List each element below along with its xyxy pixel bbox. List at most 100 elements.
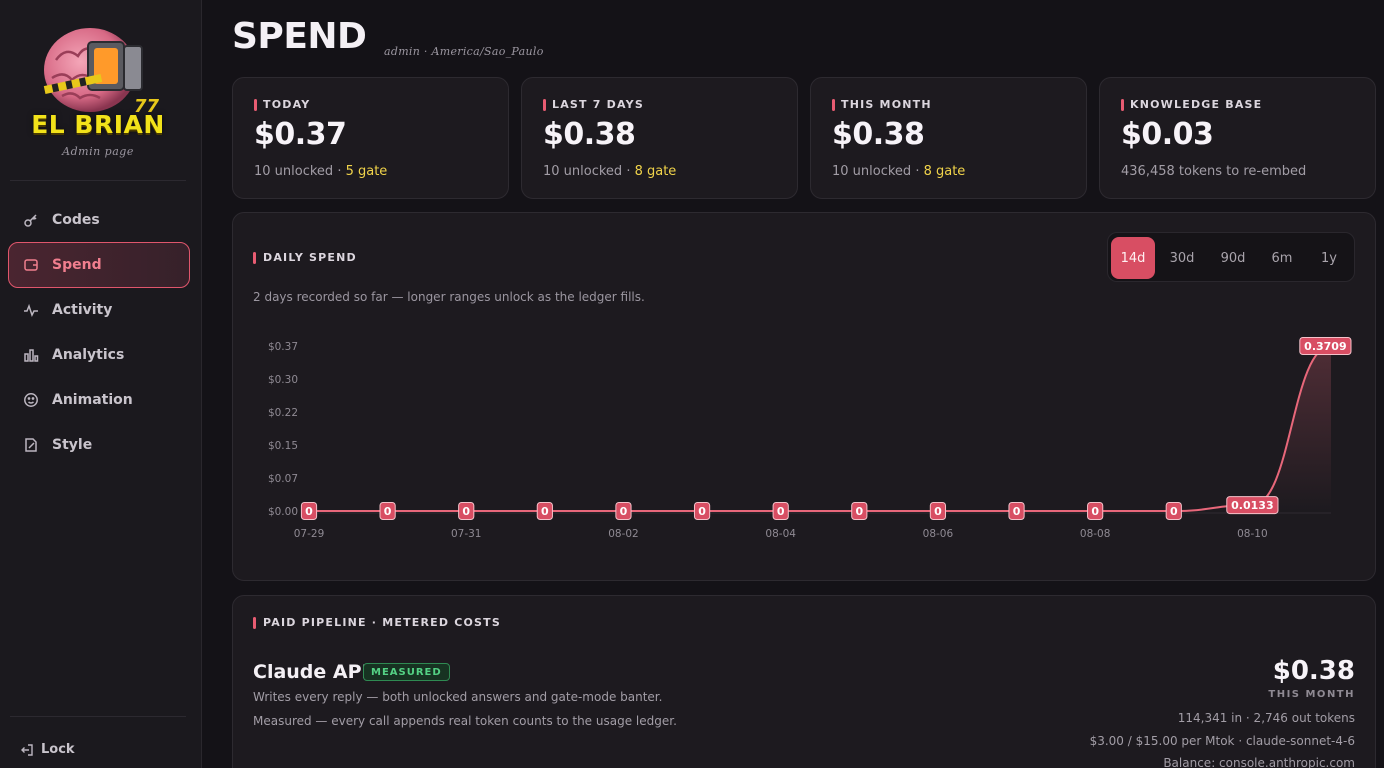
- data-point-marker: [300, 502, 318, 520]
- sidebar-item-label: Activity: [52, 302, 113, 318]
- pipeline-description: Writes every reply — both unlocked answe…: [253, 690, 663, 704]
- data-point-marker: [1008, 502, 1025, 520]
- data-label: 0: [384, 505, 392, 518]
- sidebar-item-style[interactable]: Style: [8, 422, 190, 468]
- stat-meta-text: 10 unlocked ·: [254, 164, 346, 179]
- stat-meta: 10 unlocked · 8 gate: [832, 164, 965, 179]
- key-icon: [23, 212, 39, 228]
- stat-card-this-month: THIS MONTH $0.38 10 unlocked · 8 gate: [810, 77, 1087, 199]
- y-tick-label: $0.22: [268, 407, 298, 419]
- bar-chart-icon: [23, 347, 39, 363]
- data-point-marker: [1226, 496, 1279, 515]
- measured-badge: MEASURED: [363, 663, 450, 681]
- y-tick-label: $0.00: [268, 506, 298, 518]
- data-point-marker: [772, 502, 789, 520]
- range-button-90d[interactable]: 90d: [1220, 250, 1246, 266]
- pipeline-pricing: $3.00 / $15.00 per Mtok · claude-sonnet-…: [1089, 734, 1355, 748]
- sidebar-item-codes[interactable]: Codes: [8, 197, 190, 243]
- brand-subtitle: Admin page: [62, 145, 134, 158]
- stat-value: $0.38: [543, 117, 636, 152]
- data-point-marker: [536, 502, 553, 520]
- pipeline-name: Claude API: [253, 661, 369, 683]
- sidebar-item-label: Style: [52, 437, 93, 453]
- data-label: 0: [855, 505, 863, 518]
- data-point-marker: [851, 502, 868, 520]
- brand-logo[interactable]: 77 EL BRIAN Admin page: [0, 14, 196, 164]
- data-label: 0: [1013, 505, 1021, 518]
- pipeline-period: THIS MONTH: [1268, 689, 1355, 700]
- stat-value: $0.38: [832, 117, 925, 152]
- gate-count: 8 gate: [634, 164, 677, 179]
- data-label: 0: [620, 505, 628, 518]
- range-button-6m[interactable]: 6m: [1271, 250, 1293, 266]
- data-point-marker: [615, 502, 632, 520]
- sidebar-item-animation[interactable]: Animation: [8, 377, 190, 423]
- data-label: 0: [777, 505, 785, 518]
- data-label: 0: [305, 505, 313, 518]
- data-label: 0.3709: [1304, 340, 1346, 353]
- x-tick-label: 07-29: [294, 528, 325, 540]
- brush-icon: [23, 437, 39, 453]
- series-line: [308, 345, 1332, 512]
- stat-label: TODAY: [254, 98, 310, 111]
- pipeline-amount: $0.38: [1272, 656, 1355, 686]
- stat-value: $0.37: [254, 117, 347, 152]
- sidebar-item-analytics[interactable]: Analytics: [8, 332, 190, 378]
- stat-meta: 10 unlocked · 8 gate: [543, 164, 676, 179]
- data-label: 0: [462, 505, 470, 518]
- sidebar-item-activity[interactable]: Activity: [8, 287, 190, 333]
- stat-label: LAST 7 DAYS: [543, 98, 644, 111]
- data-point-marker: [379, 502, 396, 520]
- x-tick-label: 08-02: [608, 528, 639, 540]
- page-subtitle: admin · America/Sao_Paulo: [384, 45, 544, 58]
- sidebar-item-spend[interactable]: Spend: [8, 242, 190, 288]
- gate-count: 5 gate: [345, 164, 388, 179]
- stat-meta-text: 10 unlocked ·: [832, 164, 924, 179]
- lock-label: Lock: [41, 742, 75, 757]
- pipeline-tokens: 114,341 in · 2,746 out tokens: [1177, 711, 1355, 725]
- sidebar-item-label: Codes: [52, 212, 100, 228]
- range-selector: 14d 30d 90d 6m 1y: [1107, 232, 1355, 282]
- x-tick-label: 08-06: [923, 528, 954, 540]
- sidebar-item-label: Spend: [52, 257, 102, 273]
- logout-icon: [20, 743, 34, 757]
- daily-spend-title: DAILY SPEND: [253, 251, 357, 264]
- x-tick-label: 08-04: [765, 528, 796, 540]
- data-label: 0.0133: [1231, 499, 1273, 512]
- stat-card-today: TODAY $0.37 10 unlocked · 5 gate: [232, 77, 509, 199]
- x-tick-label: 07-31: [451, 528, 482, 540]
- stat-meta-text: 10 unlocked ·: [543, 164, 635, 179]
- smile-icon: [23, 392, 39, 408]
- x-tick-label: 08-08: [1080, 528, 1111, 540]
- stat-label: KNOWLEDGE BASE: [1121, 98, 1262, 111]
- pipeline-measure-note: Measured — every call appends real token…: [253, 714, 677, 728]
- data-label: 0: [698, 505, 706, 518]
- page-title: SPEND: [232, 16, 367, 57]
- sidebar-divider: [10, 716, 186, 717]
- range-button-30d[interactable]: 30d: [1169, 250, 1195, 266]
- pipeline-card: PAID PIPELINE · METERED COSTS Claude API…: [232, 595, 1376, 768]
- y-tick-label: $0.37: [268, 341, 298, 353]
- range-button-1y[interactable]: 1y: [1321, 250, 1337, 266]
- chart-note: 2 days recorded so far — longer ranges u…: [253, 290, 645, 304]
- x-tick-label: 08-10: [1237, 528, 1268, 540]
- wallet-icon: [23, 257, 39, 273]
- brand-title: EL BRIAN: [31, 110, 165, 139]
- data-label: 0: [1091, 505, 1099, 518]
- lock-button[interactable]: Lock: [20, 742, 75, 757]
- range-button-14d[interactable]: 14d: [1111, 237, 1155, 279]
- data-point-marker: [693, 502, 711, 520]
- data-point-marker: [458, 502, 475, 520]
- stat-value: $0.03: [1121, 117, 1214, 152]
- y-tick-label: $0.15: [268, 440, 298, 452]
- sidebar: 77 EL BRIAN Admin page Codes Spend Activ…: [0, 0, 202, 768]
- stat-card-knowledge-base: KNOWLEDGE BASE $0.03 436,458 tokens to r…: [1099, 77, 1376, 199]
- data-label: 0: [934, 505, 942, 518]
- activity-icon: [23, 302, 39, 318]
- data-point-marker: [1299, 337, 1352, 355]
- gate-count: 8 gate: [923, 164, 966, 179]
- brain-vault-logo-icon: 77: [43, 28, 160, 117]
- data-label: 0: [1170, 505, 1178, 518]
- stat-meta: 436,458 tokens to re-embed: [1121, 164, 1306, 179]
- stat-label: THIS MONTH: [832, 98, 932, 111]
